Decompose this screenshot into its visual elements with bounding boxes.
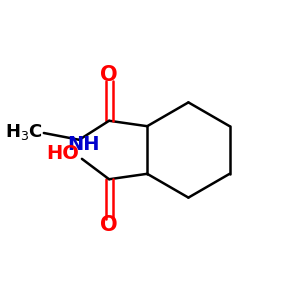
Text: H$_3$C: H$_3$C: [4, 122, 42, 142]
Text: HO: HO: [46, 144, 79, 164]
Text: NH: NH: [67, 135, 100, 154]
Text: O: O: [100, 64, 118, 85]
Text: O: O: [100, 215, 118, 236]
